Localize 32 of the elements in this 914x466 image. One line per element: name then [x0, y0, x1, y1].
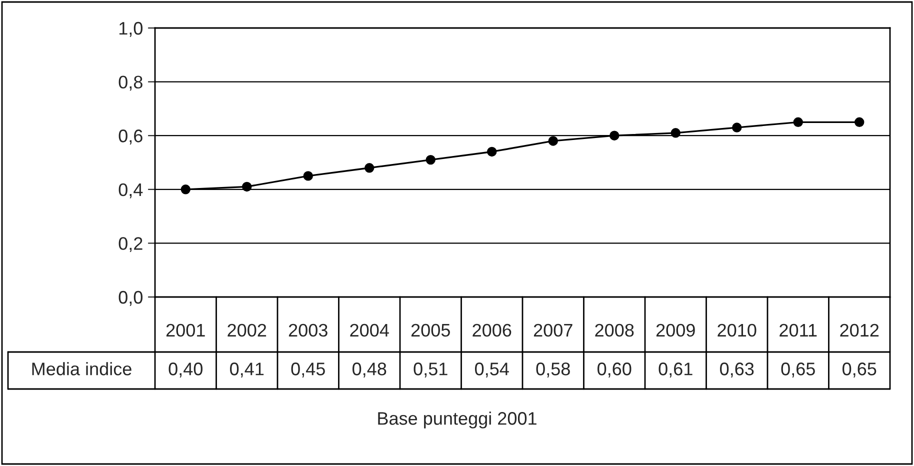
data-label: 0,40 [168, 362, 202, 378]
data-label: 0,45 [291, 362, 325, 378]
y-tick-label: 0,2 [118, 237, 142, 252]
data-label: 0,48 [352, 362, 386, 378]
data-label: 0,65 [781, 362, 815, 378]
y-tick-label: 0,6 [118, 130, 142, 144]
x-tick-label: 2004 [350, 324, 389, 337]
x-tick-label: 2001 [166, 324, 205, 337]
x-tick-label: 2008 [595, 324, 634, 337]
y-tick-label: 0,0 [118, 290, 142, 306]
x-tick-label: 2002 [228, 324, 266, 337]
data-label: 0,54 [475, 362, 509, 378]
data-label: 0,41 [230, 362, 264, 378]
legend-label: Media indice [32, 362, 132, 376]
x-tick-label: 2011 [780, 324, 817, 337]
data-label: 0,63 [720, 362, 754, 378]
data-label: 0,60 [598, 362, 632, 378]
data-label: 0,61 [658, 362, 692, 378]
y-tick-label: 1,0 [119, 22, 142, 37]
data-label: 0,65 [842, 362, 876, 378]
data-label: 0,58 [536, 362, 570, 378]
x-tick-label: 2009 [656, 324, 695, 337]
data-label: 0,51 [414, 362, 448, 378]
y-tick-label: 0,4 [118, 183, 143, 198]
y-tick-label: 0,8 [118, 76, 142, 91]
x-tick-label: 2007 [534, 324, 572, 337]
x-axis-title: Base punteggi 2001 [378, 412, 536, 428]
x-tick-label: 2005 [411, 324, 450, 337]
x-tick-label: 2003 [288, 324, 328, 337]
x-tick-label: 2012 [840, 324, 879, 337]
x-tick-label: 2006 [472, 324, 512, 337]
x-tick-label: 2010 [718, 324, 756, 337]
